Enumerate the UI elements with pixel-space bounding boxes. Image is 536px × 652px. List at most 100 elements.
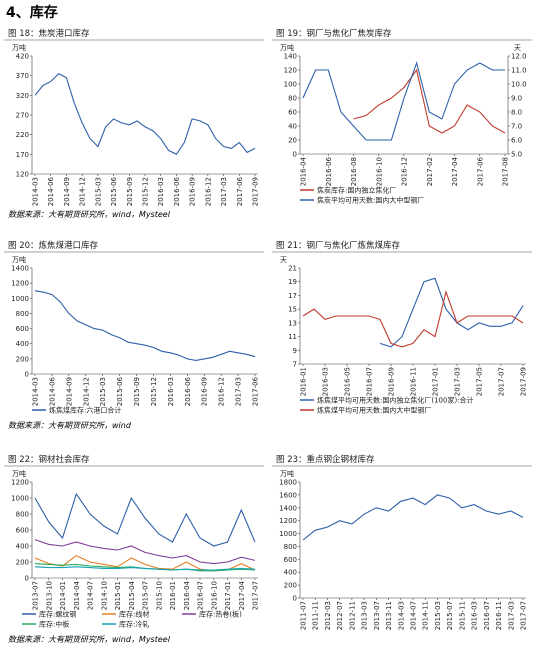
y-unit: 万吨 [12, 469, 26, 478]
x-tick-label: 2016-06 [325, 156, 333, 186]
y-tick-label: 1400 [279, 504, 297, 512]
x-tick-label: 2014-07 [87, 581, 95, 610]
legend-label: 炼焦煤库存:六港口合计 [49, 406, 121, 415]
series-line [353, 68, 506, 134]
y-tick-label: 60 [288, 109, 297, 117]
x-tick-label: 2017-07 [252, 581, 260, 610]
x-tick-label: 2017-07 [498, 367, 506, 396]
y-tick-label: 370 [16, 72, 29, 80]
series-line [302, 61, 505, 141]
y2-tick-label: 11.0 [511, 67, 527, 75]
chart-title: 图 18：焦炭港口库存 [8, 28, 90, 39]
y-tick-label: 1000 [11, 495, 29, 503]
y-tick-label: 1600 [279, 491, 297, 499]
legend-label: 库存:中板 [39, 620, 69, 629]
x-tick-label: 2015-04 [128, 580, 136, 610]
y-tick-label: 80 [288, 95, 297, 103]
y-tick-label: 15 [288, 306, 297, 314]
x-tick-label: 2016-12 [204, 177, 212, 206]
x-tick-label: 2015-09 [126, 177, 134, 206]
legend-label: 焦炭平均可用天数:国内大中型钢厂 [317, 196, 424, 205]
x-tick-label: 2016-03 [471, 601, 479, 630]
y-tick-label: 320 [16, 92, 29, 100]
x-tick-label: 2017-01 [432, 367, 440, 396]
y-tick-label: 170 [16, 151, 29, 159]
x-tick-label: 2014-12 [79, 177, 87, 206]
x-tick-label: 2012-11 [348, 601, 356, 630]
x-tick-label: 2015-12 [150, 377, 158, 406]
y2-unit: 天 [514, 44, 521, 52]
y-tick-label: 600 [16, 325, 29, 333]
source: 数据来源：大有期货研究所，wind，Mysteel [8, 210, 170, 219]
x-tick-label: 2017-03 [235, 377, 243, 406]
y-tick-label: 1200 [11, 280, 29, 288]
x-tick-label: 2016-09 [189, 177, 197, 206]
x-tick-label: 2014-04 [73, 580, 81, 610]
x-tick-label: 2016-01 [300, 367, 308, 396]
series-line [379, 277, 524, 348]
x-tick-label: 2017-03 [220, 177, 228, 206]
y-tick-label: 800 [284, 543, 297, 551]
x-tick-label: 2017-03 [507, 601, 515, 630]
x-tick-label: 2015-12 [142, 177, 150, 206]
y-tick-label: 0 [293, 595, 297, 603]
x-tick-label: 2016-01 [169, 581, 177, 610]
section-title: 4、库存 [6, 5, 58, 21]
x-tick-label: 2017-06 [252, 376, 260, 406]
x-tick-label: 2013-03 [361, 601, 369, 630]
x-tick-label: 2014-01 [59, 581, 67, 610]
x-tick-label: 2016-11 [410, 367, 418, 396]
x-tick-label: 2016-07 [197, 581, 205, 610]
series-line [34, 566, 256, 571]
y-unit: 万吨 [12, 43, 26, 52]
x-tick-label: 2016-12 [401, 157, 409, 186]
x-tick-label: 2014-06 [47, 176, 55, 206]
x-tick-label: 2015-11 [458, 601, 466, 630]
x-tick-label: 2017-07 [520, 601, 528, 630]
y-unit: 万吨 [12, 255, 26, 264]
y-tick-label: 400 [16, 340, 29, 348]
x-tick-label: 2013-07 [32, 581, 40, 610]
x-tick-label: 2017-08 [502, 157, 510, 186]
x-tick-label: 2014-11 [422, 601, 430, 630]
x-tick-label: 2016-10 [375, 157, 383, 186]
y2-tick-label: 8.0 [511, 109, 522, 117]
x-tick-label: 2015-03 [99, 377, 107, 406]
x-tick-label: 2014-06 [48, 376, 56, 406]
y-tick-label: 1800 [279, 479, 297, 487]
x-tick-label: 2017-04 [451, 156, 459, 186]
x-tick-label: 2017-06 [476, 156, 484, 186]
x-tick-label: 2014-09 [63, 177, 71, 206]
series-line [302, 494, 524, 541]
x-tick-label: 2016-03 [167, 377, 175, 406]
x-tick-label: 2016-07 [366, 367, 374, 396]
x-tick-label: 2013-07 [373, 601, 381, 630]
y-tick-label: 120 [284, 67, 297, 75]
y-tick-label: 13 [288, 319, 297, 327]
y-tick-label: 7 [293, 361, 297, 369]
x-tick-label: 2016-10 [210, 581, 218, 610]
x-tick-label: 2015-10 [155, 581, 163, 610]
chart-title: 图 19：钢厂与焦化厂焦炭库存 [276, 28, 392, 39]
y-tick-label: 21 [288, 265, 297, 273]
x-tick-label: 2017-01 [224, 581, 232, 610]
y-tick-label: 17 [288, 292, 297, 300]
x-tick-label: 2016-12 [218, 377, 226, 406]
x-tick-label: 2016-06 [173, 176, 181, 206]
legend-label: 焦炭库存:国内独立焦化厂 [317, 186, 396, 195]
x-tick-label: 2016-03 [157, 177, 165, 206]
x-tick-label: 2016-09 [201, 377, 209, 406]
y-tick-label: 0 [293, 151, 297, 159]
y-tick-label: 1000 [11, 295, 29, 303]
x-tick-label: 2015-09 [133, 377, 141, 406]
legend-label: 库存:螺纹钢 [39, 610, 76, 619]
y-tick-label: 20 [288, 137, 297, 145]
x-tick-label: 2015-07 [142, 581, 150, 610]
x-tick-label: 2015-07 [446, 601, 454, 630]
y-tick-label: 1200 [11, 479, 29, 487]
y-tick-label: 9 [293, 347, 297, 355]
y2-tick-label: 6.0 [511, 137, 522, 145]
x-tick-label: 2014-03 [32, 177, 40, 206]
